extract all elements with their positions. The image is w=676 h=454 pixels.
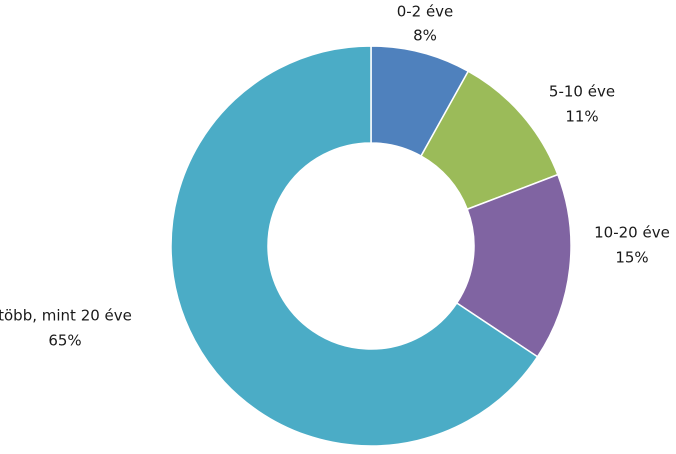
slice-4 <box>170 45 539 447</box>
slice-label-4: több, mint 20 éve <box>0 307 132 325</box>
slice-value-label-2: 11% <box>565 108 598 126</box>
donut-slices <box>170 45 572 447</box>
slice-value-label-3: 15% <box>615 249 648 267</box>
slice-label-3: 10-20 éve <box>594 224 670 242</box>
slice-value-label-4: 65% <box>48 332 81 350</box>
slice-3 <box>455 173 572 358</box>
slice-value-label-1: 8% <box>413 27 437 45</box>
slice-labels: 0-2 éve 8% 5-10 éve 11% 10-20 éve 15% több, mi… <box>0 3 670 350</box>
slice-label-2: 5-10 éve <box>549 83 615 101</box>
slice-label-1: 0-2 éve <box>397 3 454 21</box>
